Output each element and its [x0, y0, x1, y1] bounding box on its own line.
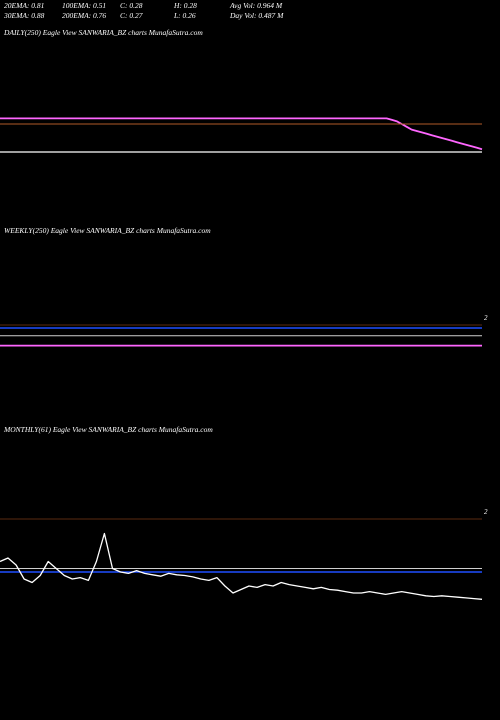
stats-header: 20EMA: 0.81 100EMA: 0.51 C: 0.28 H: 0.28…	[4, 1, 496, 21]
monthly-panel-title: MONTHLY(61) Eagle View SANWARIA_BZ chart…	[4, 425, 213, 434]
daily-ema_short-line	[0, 117, 483, 151]
daily-panel-title: DAILY(250) Eagle View SANWARIA_BZ charts…	[4, 28, 203, 37]
weekly-chart	[0, 327, 482, 347]
ema200-stat: 200EMA: 0.76	[62, 10, 107, 20]
daily-chart	[0, 117, 483, 153]
monthly-chart	[0, 532, 483, 600]
close-stat: C: 0.28	[120, 1, 143, 10]
ema100-stat: 100EMA: 0.51	[62, 1, 107, 10]
weekly-panel-title: WEEKLY(250) Eagle View SANWARIA_BZ chart…	[4, 226, 211, 235]
day-vol-stat: Day Vol: 0.487 M	[230, 10, 284, 20]
low-stat: L: 0.26	[174, 10, 196, 20]
weekly-pane-number: 2	[484, 314, 488, 322]
high-stat: H: 0.28	[174, 1, 197, 10]
monthly-price-line	[0, 532, 483, 600]
ema30-stat: 30EMA: 0.88	[4, 10, 45, 20]
ema20-stat: 20EMA: 0.81	[4, 1, 45, 10]
avg-vol-stat: Avg Vol: 0.964 M	[230, 1, 283, 10]
close2-stat: C: 0.27	[120, 10, 143, 20]
monthly-pane-number: 2	[484, 508, 488, 516]
